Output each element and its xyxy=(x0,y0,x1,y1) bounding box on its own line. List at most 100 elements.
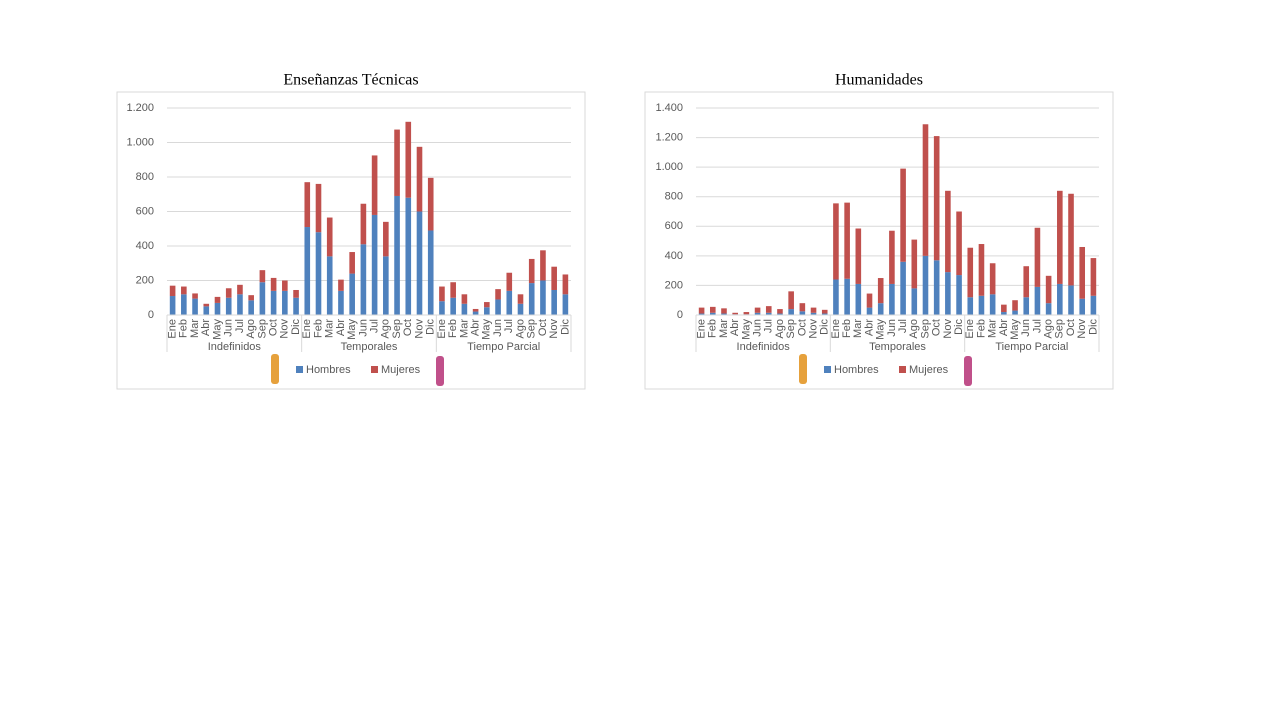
bar-segment xyxy=(248,295,254,301)
bar-segment xyxy=(1068,193,1074,286)
bar-segment xyxy=(911,288,918,315)
x-tick-label: Abr xyxy=(729,319,741,336)
bar-segment xyxy=(192,293,198,299)
bar-segment xyxy=(394,129,400,196)
bar-segment xyxy=(439,286,445,302)
x-tick-label: Jun xyxy=(886,319,898,337)
x-tick-label: Ene xyxy=(301,319,313,339)
bar-segment xyxy=(1023,266,1030,298)
bar-segment xyxy=(540,250,546,281)
bar-segment xyxy=(506,290,513,315)
x-tick-label: Mar xyxy=(852,319,864,338)
x-tick-label: May xyxy=(211,319,223,340)
y-tick-label: 200 xyxy=(136,274,154,286)
bar-segment xyxy=(237,284,243,295)
bar-segment xyxy=(754,312,761,315)
group-label: Temporales xyxy=(869,341,926,353)
bar-segment xyxy=(821,309,828,314)
bar-segment xyxy=(1012,300,1018,311)
chart-title: Enseñanzas Técnicas xyxy=(283,72,418,89)
bar-segment xyxy=(743,312,750,315)
legend-label: Mujeres xyxy=(381,364,421,376)
bar-segment xyxy=(877,278,884,304)
bar-segment xyxy=(777,313,783,315)
bar-segment xyxy=(855,228,862,284)
bar-segment xyxy=(551,266,557,290)
bar-segment xyxy=(889,230,895,284)
bar-segment xyxy=(1045,275,1052,304)
legend-label: Hombres xyxy=(306,364,351,376)
bar-segment xyxy=(450,297,456,315)
x-tick-label: Sep xyxy=(785,319,797,339)
bar-segment xyxy=(967,297,974,315)
x-tick-label: May xyxy=(1009,319,1021,340)
bar-segment xyxy=(394,195,400,315)
bar-segment xyxy=(889,283,895,315)
bar-segment xyxy=(517,294,524,304)
y-tick-label: 0 xyxy=(677,309,683,321)
bar-segment xyxy=(472,308,479,312)
bar-segment xyxy=(282,290,288,315)
x-tick-label: Ene xyxy=(167,319,179,339)
x-tick-label: Feb xyxy=(975,319,987,338)
bar-segment xyxy=(495,299,501,315)
bar-segment xyxy=(922,124,929,256)
y-tick-label: 1.200 xyxy=(126,102,154,114)
bar-segment xyxy=(562,294,569,315)
x-tick-label: Ene xyxy=(436,319,448,339)
x-tick-label: Jun xyxy=(751,319,763,337)
legend-icon xyxy=(436,356,444,386)
bar-segment xyxy=(1090,295,1097,315)
y-tick-label: 0 xyxy=(148,309,154,321)
bar-segment xyxy=(844,202,850,279)
bar-segment xyxy=(989,263,996,295)
bar-segment xyxy=(450,282,456,298)
bar-segment xyxy=(315,183,322,233)
x-tick-label: May xyxy=(740,319,752,340)
bar-segment xyxy=(304,182,311,228)
x-tick-label: Nov xyxy=(279,319,291,339)
bar-segment xyxy=(1079,298,1086,315)
group-label: Tiempo Parcial xyxy=(995,341,1068,353)
x-tick-label: Jul xyxy=(763,319,775,333)
x-tick-label: Abr xyxy=(200,319,212,336)
bar-segment xyxy=(349,273,355,315)
bar-segment xyxy=(877,303,884,315)
legend-swatch xyxy=(371,366,378,373)
bar-segment xyxy=(181,286,187,295)
y-tick-label: 800 xyxy=(136,171,154,183)
group-label: Indefinidos xyxy=(208,341,262,353)
bar-segment xyxy=(1001,312,1007,315)
x-tick-label: Ago xyxy=(1043,319,1055,339)
bar-segment xyxy=(506,272,513,291)
x-tick-label: Mar xyxy=(987,319,999,338)
group-label: Tiempo Parcial xyxy=(467,341,540,353)
bar-segment xyxy=(338,290,344,315)
x-tick-label: Sep xyxy=(1054,319,1066,339)
bar-segment xyxy=(427,230,434,315)
bar-segment xyxy=(866,293,873,308)
x-tick-label: Nov xyxy=(942,319,954,339)
bar-segment xyxy=(282,280,288,291)
x-tick-label: Dic xyxy=(819,319,831,335)
bar-segment xyxy=(1023,297,1030,315)
x-tick-label: Ago xyxy=(380,319,392,339)
bar-segment xyxy=(754,307,761,313)
bar-segment xyxy=(338,279,344,291)
bar-segment xyxy=(259,270,266,283)
x-tick-label: Jul xyxy=(369,319,381,333)
bar-segment xyxy=(833,279,839,315)
x-tick-label: Nov xyxy=(807,319,819,339)
x-tick-label: Dic xyxy=(290,319,302,335)
x-tick-label: Ago xyxy=(245,319,257,339)
y-tick-label: 400 xyxy=(136,240,154,252)
x-tick-label: Jul xyxy=(503,319,515,333)
x-tick-label: Mar xyxy=(718,319,730,338)
bar-segment xyxy=(383,221,389,257)
x-tick-label: Feb xyxy=(707,319,719,338)
legend-label: Mujeres xyxy=(909,364,949,376)
bar-segment xyxy=(855,283,862,315)
bar-segment xyxy=(484,302,490,308)
x-tick-label: Nov xyxy=(1076,319,1088,339)
